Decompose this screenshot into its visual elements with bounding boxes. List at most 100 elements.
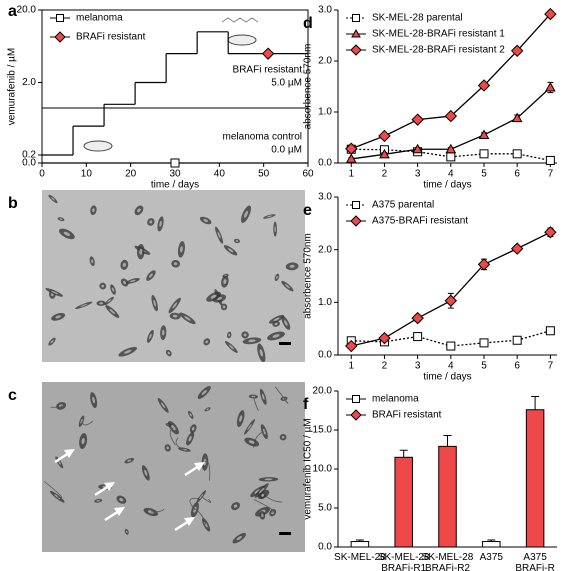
- cell-highlight: [149, 220, 153, 224]
- cell-highlight: [210, 294, 217, 299]
- y-tick-label: 15.0: [313, 425, 333, 436]
- x-tick-label: 2: [382, 361, 388, 372]
- legend-label: melanoma: [76, 13, 123, 24]
- cell-highlight: [124, 349, 132, 354]
- legend-label: BRAFi resistant: [372, 410, 442, 421]
- annotation: melanoma control: [223, 132, 302, 143]
- cell-highlight: [159, 220, 162, 227]
- y-tick-label: 3.0: [318, 5, 332, 16]
- marker: [351, 28, 361, 38]
- x-tick-label: 7: [548, 361, 554, 372]
- dendrite: [204, 461, 211, 481]
- error-bar: [355, 539, 364, 542]
- label-line: BRAFi-R1: [381, 563, 426, 571]
- x-tick-label: 50: [258, 169, 270, 180]
- dish-icon: [227, 34, 257, 46]
- x-tick-label: 3: [415, 169, 421, 180]
- cell-highlight: [109, 308, 116, 315]
- cell-highlight: [201, 389, 207, 396]
- dendrite: [253, 396, 259, 411]
- bar: [438, 445, 457, 548]
- cell-highlight: [107, 299, 112, 303]
- cells: [45, 194, 299, 362]
- cell-highlight: [227, 248, 234, 253]
- cell-highlight: [244, 210, 249, 218]
- micrograph: [42, 382, 305, 552]
- panel-letter: f: [303, 396, 309, 413]
- cell-highlight: [50, 290, 58, 295]
- cell-highlight: [248, 339, 256, 343]
- cell-highlight: [243, 333, 247, 337]
- marker: [444, 109, 458, 123]
- molecule-icon: [221, 17, 259, 23]
- cell-highlight: [173, 262, 178, 266]
- legend-label: A375 parental: [372, 200, 434, 211]
- marker: [545, 326, 555, 336]
- arrow: [184, 464, 200, 477]
- legend-label: melanoma: [372, 394, 419, 405]
- x-tick-label: 1: [348, 169, 354, 180]
- arrow-head: [64, 449, 75, 458]
- y-tick-label: 0.0: [318, 350, 332, 361]
- marker: [378, 331, 391, 345]
- micrograph-bg: [42, 190, 305, 362]
- y-axis-label: absorbence 570nm: [303, 233, 314, 319]
- dendrite: [50, 405, 64, 408]
- dendrite: [201, 496, 212, 503]
- x-tick-label: A375: [480, 552, 504, 563]
- cell-highlight: [284, 284, 290, 289]
- marker: [479, 338, 489, 348]
- legend-label: SK-MEL-28 parental: [372, 13, 463, 24]
- annotation: BRAFi resistant: [233, 65, 303, 76]
- panel-letter: b: [8, 195, 18, 212]
- bar: [525, 409, 545, 548]
- error-bar: [487, 539, 496, 542]
- cell-highlight: [55, 315, 61, 319]
- x-tick-label: 5: [481, 169, 487, 180]
- cell-highlight: [111, 287, 115, 292]
- y-tick-label: 20.0: [17, 5, 37, 16]
- cell-highlight: [139, 248, 143, 255]
- marker: [411, 113, 424, 126]
- marker: [56, 14, 64, 22]
- cell-highlight: [235, 240, 239, 242]
- x-tick-label: 5: [481, 361, 487, 372]
- panel-letter: c: [8, 387, 17, 404]
- label-line: BRAFi-R2: [425, 563, 470, 571]
- y-tick-label: 0.0: [318, 158, 332, 169]
- annotation: 5.0 µM: [271, 78, 302, 89]
- cell-highlight: [96, 500, 100, 502]
- cell-highlight: [228, 333, 231, 337]
- arrow-head: [104, 482, 115, 491]
- cell-highlight: [160, 402, 166, 409]
- label-line: A375: [480, 552, 504, 563]
- label-line: A375: [523, 552, 547, 563]
- x-tick-label: 40: [214, 169, 226, 180]
- x-axis-label: time / days: [151, 180, 199, 191]
- cell-highlight: [92, 396, 95, 404]
- cell-highlight: [284, 320, 288, 326]
- cell-highlight: [51, 197, 55, 201]
- cell-highlight: [272, 334, 280, 338]
- marker: [479, 149, 489, 159]
- y-tick-label: 20.0: [313, 386, 333, 397]
- marker: [446, 341, 456, 351]
- marker: [261, 47, 275, 60]
- cell-highlight: [180, 246, 183, 253]
- marker: [350, 44, 362, 56]
- y-tick-label: 5.0: [318, 503, 332, 514]
- y-tick-label: 0.2: [22, 150, 36, 161]
- cell-highlight: [206, 408, 209, 411]
- dendrite: [150, 508, 165, 513]
- marker: [378, 129, 391, 143]
- marker: [411, 311, 424, 325]
- cell-highlight: [203, 219, 208, 223]
- dendrite: [81, 420, 94, 426]
- label-line: SK-MEL-28: [378, 552, 430, 563]
- cell-highlight: [137, 208, 141, 213]
- y-tick-label: 2.0: [318, 56, 332, 67]
- y-tick-label: 1.0: [318, 297, 332, 308]
- cell-highlight: [273, 317, 280, 322]
- marker: [345, 339, 358, 353]
- cell-highlight: [130, 279, 136, 283]
